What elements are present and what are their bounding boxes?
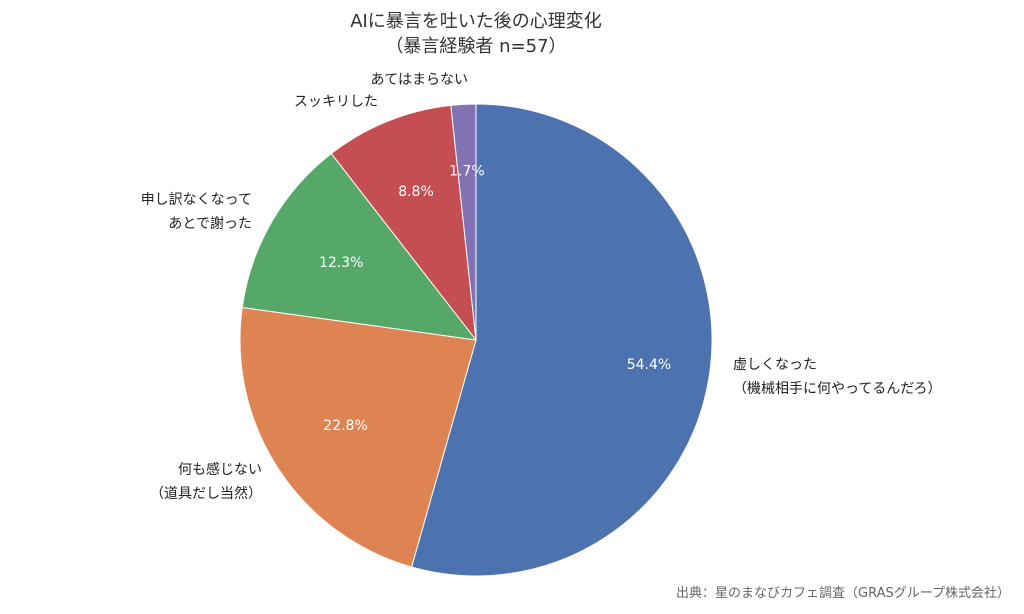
chart-title: AIに暴言を吐いた後の心理変化	[350, 11, 602, 32]
source-note: 出典：星のまなびカフェ調査（GRASグループ株式会社）	[676, 585, 1010, 601]
pie-slice	[239, 306, 477, 568]
slice-value-label: 8.8%	[398, 184, 434, 200]
slice-value-label: 1.7%	[449, 163, 485, 179]
slice-category-label: 何も感じない	[178, 461, 262, 478]
pie-slice	[330, 104, 477, 342]
slice-category-label: あとで謝った	[168, 216, 252, 232]
pie-slice	[450, 103, 477, 341]
slice-category-label: 申し訳なくなって	[141, 192, 252, 208]
slice-category-label: （道具だし当然）	[150, 485, 262, 502]
slice-value-label: 12.3%	[319, 255, 363, 271]
slice-category-label: （機械相手に何やってるんだろ）	[733, 381, 941, 397]
chart-subtitle: （暴言経験者 n=57）	[385, 36, 566, 57]
slice-value-label: 22.8%	[323, 418, 367, 434]
slice-category-label: スッキリした	[294, 94, 378, 110]
slice-category-label: 虚しくなった	[733, 357, 817, 373]
pie-slice	[241, 152, 478, 341]
pie-labels: 54.4% 虚しくなった （機械相手に何やってるんだろ） 22.8% 何も感じない （道具…	[141, 72, 942, 502]
slice-value-label: 54.4%	[627, 357, 671, 373]
pie-slice	[410, 103, 713, 577]
slice-category-label: あてはまらない	[371, 72, 468, 88]
pie-slices	[239, 103, 713, 577]
